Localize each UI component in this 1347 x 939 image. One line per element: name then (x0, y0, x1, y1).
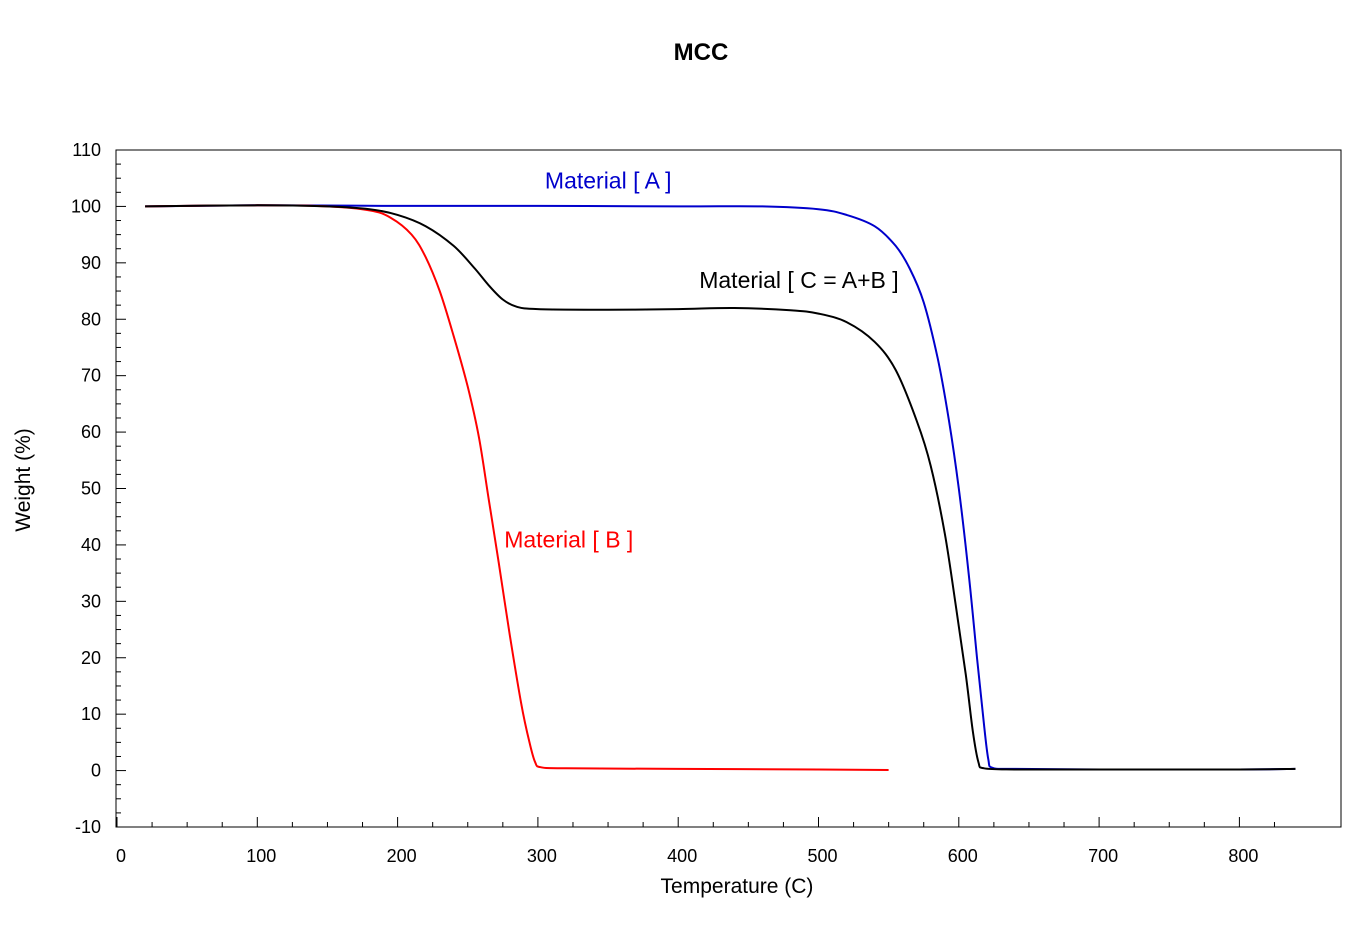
x-tick-label: 400 (667, 846, 697, 866)
plot-frame (115, 149, 1342, 828)
y-tick-label: 0 (91, 761, 101, 781)
y-tick-label: 80 (81, 309, 101, 329)
x-tick-label: 500 (807, 846, 837, 866)
x-tick-label: 200 (387, 846, 417, 866)
y-tick-label: 20 (81, 648, 101, 668)
y-tick-label: 90 (81, 253, 101, 273)
x-tick-label: 0 (116, 846, 126, 866)
y-axis-label: Weight (%) (12, 428, 35, 531)
y-tick-label: 30 (81, 591, 101, 611)
label-material-a: Material [ A ] (545, 167, 672, 193)
label-material-b: Material [ B ] (504, 527, 633, 553)
y-axis-ticks: -10 0 10 20 30 40 50 60 70 80 90 100 110 (71, 140, 126, 837)
y-tick-label: 70 (81, 366, 101, 386)
x-tick-label: 800 (1228, 846, 1258, 866)
x-axis-ticks: 0 100 200 300 400 500 600 700 800 (116, 817, 1275, 866)
y-tick-label: 60 (81, 422, 101, 442)
y-tick-label: 110 (72, 140, 101, 160)
x-axis-label: Temperature (C) (661, 875, 814, 898)
chart-title: MCC (674, 39, 729, 66)
series-layer (145, 204, 1296, 771)
series-labels: Material [ A ] Material [ C = A+B ] Materi… (504, 167, 898, 552)
series-material-b (145, 204, 889, 771)
y-tick-label: 50 (81, 479, 101, 499)
y-tick-label: 10 (81, 704, 101, 724)
x-tick-label: 100 (246, 846, 276, 866)
x-tick-label: 600 (948, 846, 978, 866)
series-material-c (145, 204, 1296, 771)
label-material-c: Material [ C = A+B ] (699, 267, 898, 293)
x-tick-label: 700 (1088, 846, 1118, 866)
y-tick-label: -10 (75, 817, 101, 837)
x-tick-label: 300 (527, 846, 557, 866)
y-tick-label: 40 (81, 535, 101, 555)
y-tick-label: 100 (71, 196, 101, 216)
